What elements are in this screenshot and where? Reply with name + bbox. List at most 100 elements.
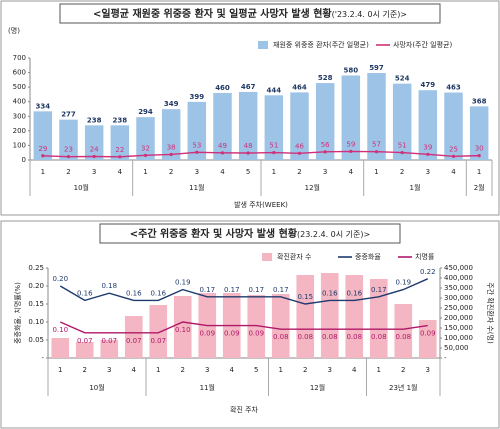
line-label: 56 xyxy=(321,141,330,149)
bar xyxy=(149,305,168,358)
month-label: 12월 xyxy=(305,183,320,192)
bar xyxy=(315,83,335,160)
x-tick-label: 3 xyxy=(328,366,332,374)
x-tick-label: 1 xyxy=(41,168,45,176)
bar xyxy=(187,101,207,160)
bar xyxy=(173,296,192,358)
bar xyxy=(213,92,232,160)
bar xyxy=(469,106,489,160)
x-tick-label: 2 xyxy=(401,366,405,374)
bar-label: 277 xyxy=(61,111,76,119)
y-tick-label: 400 xyxy=(13,98,26,106)
y-tick-label: 500 xyxy=(13,83,26,91)
line-label: 0.17 xyxy=(273,286,289,294)
x-tick-label: 5 xyxy=(254,366,258,374)
bar xyxy=(394,304,413,358)
y2-tick-label: 400,000 xyxy=(444,274,473,282)
line-label: 0.09 xyxy=(199,330,215,338)
line-marker xyxy=(426,152,430,156)
x-tick-label: 2 xyxy=(297,168,301,176)
y2-tick-label: - xyxy=(444,354,447,362)
bar xyxy=(341,75,361,160)
bar-label: 528 xyxy=(318,74,333,82)
legend-swatch xyxy=(258,41,268,49)
line xyxy=(59,321,428,334)
x-tick-label: 3 xyxy=(195,168,199,176)
legend-label: 치명률 xyxy=(415,252,435,261)
line-label: 0.07 xyxy=(126,337,142,345)
chart-title: <일평균 재원중 위중증 환자 및 일평균 사망자 발생 현황('23.2.4.… xyxy=(93,7,407,20)
y-tick-label: 0.20 xyxy=(28,282,44,290)
x-tick-label: 1 xyxy=(143,168,147,176)
x-tick-label: 2 xyxy=(181,366,185,374)
line-marker xyxy=(400,150,404,155)
line-label: 0.17 xyxy=(224,286,240,294)
title-box-2 xyxy=(99,223,401,244)
bar-label: 349 xyxy=(164,100,179,108)
x-tick-label: 1 xyxy=(58,366,62,374)
line-label: 49 xyxy=(218,142,227,150)
bar xyxy=(161,109,181,160)
line-label: 51 xyxy=(269,142,278,150)
bar xyxy=(51,338,70,358)
line-marker xyxy=(143,153,148,157)
month-label: 23년 1월 xyxy=(389,383,417,392)
bar xyxy=(345,275,364,358)
line-label: 30 xyxy=(475,145,484,153)
bar xyxy=(444,92,463,160)
bar-label: 460 xyxy=(215,84,230,92)
line-label: 25 xyxy=(449,145,458,153)
legend-swatch xyxy=(262,253,272,261)
line-label: 0.08 xyxy=(273,333,289,341)
bar xyxy=(418,320,437,358)
x-tick-label: 4 xyxy=(352,366,357,374)
line-marker xyxy=(92,154,96,159)
line-label: 0.09 xyxy=(248,330,264,338)
bar xyxy=(369,279,388,358)
line-label: 0.09 xyxy=(224,330,240,338)
line-label: 0.07 xyxy=(101,337,117,345)
y-unit: (명) xyxy=(8,26,20,35)
bar-label: 580 xyxy=(344,66,359,74)
line-label: 57 xyxy=(372,141,381,149)
line-label: 0.16 xyxy=(77,289,93,297)
line-marker xyxy=(41,154,45,158)
bar-label: 463 xyxy=(446,84,461,92)
month-label: 12월 xyxy=(310,383,325,392)
bar xyxy=(59,119,78,160)
y-tick-label: 0.15 xyxy=(28,300,44,308)
line-label: 0.07 xyxy=(77,337,93,345)
bar-label: 464 xyxy=(292,83,307,91)
x-tick-label: 2 xyxy=(169,168,173,176)
line-marker xyxy=(374,150,379,154)
x-tick-label: 1 xyxy=(279,366,283,374)
line xyxy=(59,278,429,305)
chart-title: <주간 위중증 환자 및 사망자 발생 현황(23.2.4. 0시 기준)> xyxy=(130,227,370,240)
bar-label: 479 xyxy=(421,81,436,89)
line-marker xyxy=(169,152,173,157)
bar xyxy=(136,117,155,160)
line-marker xyxy=(477,154,481,158)
bar xyxy=(290,92,309,160)
line-label: 59 xyxy=(346,140,355,148)
x-tick-label: 3 xyxy=(92,168,96,176)
title-box-1 xyxy=(59,3,441,24)
x-tick-label: 1 xyxy=(272,168,276,176)
line-label: 0.18 xyxy=(101,282,117,290)
y-tick-label: - xyxy=(41,354,44,362)
bar xyxy=(367,73,386,160)
line-label: 29 xyxy=(38,145,47,153)
bar-label: 467 xyxy=(241,83,256,91)
line-label: 0.15 xyxy=(297,293,313,301)
y2-tick-label: 100,000 xyxy=(444,334,473,342)
y2-tick-label: 300,000 xyxy=(444,294,473,302)
line-label: 51 xyxy=(398,142,407,150)
y-tick-label: 700 xyxy=(13,54,26,62)
x-tick-label: 1 xyxy=(156,366,160,374)
y-tick-label: 0.05 xyxy=(28,336,44,344)
line-label: 0.22 xyxy=(420,268,436,276)
y-tick-label: 0.25 xyxy=(28,264,44,272)
y2-tick-label: 150,000 xyxy=(444,324,473,332)
